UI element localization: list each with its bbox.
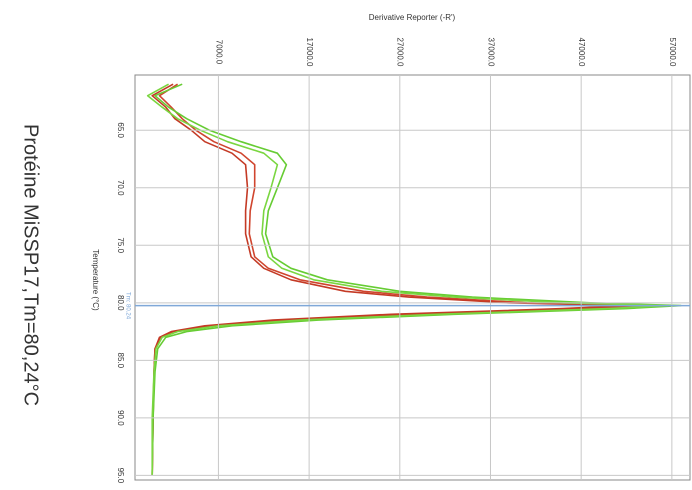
x-tick-label: 90.0 [116, 410, 125, 426]
tm-label: Tm: 80.24 [124, 292, 130, 320]
x-tick-label: 75.0 [116, 237, 125, 253]
plot-frame [134, 74, 691, 481]
y-tick-label: 27000.0 [396, 38, 405, 67]
y-tick-label: 17000.0 [305, 38, 314, 67]
x-tick-label: 80.0 [116, 295, 125, 311]
melt-curve [151, 83, 628, 476]
melt-curve [151, 83, 682, 476]
melt-curve [146, 83, 669, 476]
y-tick-label: 57000.0 [668, 38, 677, 67]
melt-curve [151, 83, 646, 476]
x-tick-label: 85.0 [116, 353, 125, 369]
chart-title: Protéine MiSSP17,Tm=80,24°C [20, 124, 42, 406]
value-axis-title: Derivative Reporter (-R') [369, 13, 456, 22]
y-tick-label: 37000.0 [486, 38, 495, 67]
y-tick-label: 7000.0 [214, 40, 223, 65]
y-tick-label: 47000.0 [577, 38, 586, 67]
temperature-axis-title: Temperature (°C) [91, 249, 100, 311]
x-tick-label: 70.0 [116, 180, 125, 196]
x-tick-label: 65.0 [116, 122, 125, 138]
x-tick-label: 95.0 [116, 468, 125, 484]
